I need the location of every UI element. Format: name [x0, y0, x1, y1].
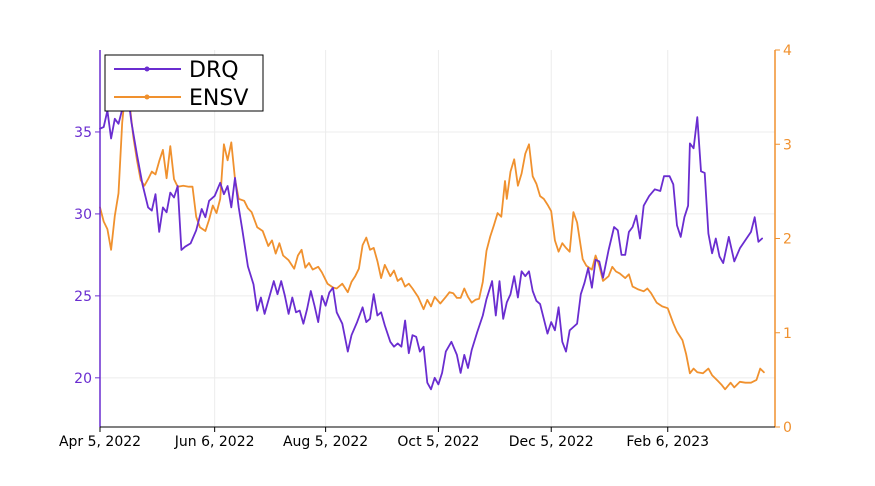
legend-label-drq: DRQ	[189, 58, 239, 83]
x-tick-label: Oct 5, 2022	[397, 434, 479, 450]
series-layer	[99, 84, 765, 391]
legend-marker-drq	[144, 66, 150, 72]
legend-label-ensv: ENSV	[189, 86, 248, 111]
x-tick-label: Apr 5, 2022	[59, 434, 141, 450]
y-right-tick-label: 1	[783, 326, 792, 342]
x-tick-label: Dec 5, 2022	[509, 434, 594, 450]
y-left-tick-label: 30	[74, 207, 92, 223]
y-left-tick-label: 25	[74, 289, 92, 305]
x-tick-label: Feb 6, 2023	[626, 434, 709, 450]
y-right-tick-label: 3	[783, 137, 792, 153]
series-line-drq	[99, 91, 763, 391]
x-tick-label: Aug 5, 2022	[283, 434, 368, 450]
y-right-tick-label: 2	[783, 232, 792, 248]
y-left-tick-label: 35	[74, 125, 92, 141]
y-right-tick-label: 0	[783, 420, 792, 436]
x-tick-label: Jun 6, 2022	[174, 434, 255, 450]
y-left-tick-label: 20	[74, 371, 92, 387]
series-line-ensv	[99, 84, 765, 391]
legend-marker-ensv	[144, 94, 150, 100]
grid-layer	[99, 50, 775, 427]
axes-layer: Apr 5, 2022 Jun 6, 2022 Aug 5, 2022 Oct 5, …	[59, 43, 792, 450]
legend-box	[104, 54, 264, 112]
legend: DRQ ENSV	[104, 54, 264, 112]
y-right-tick-label: 4	[783, 43, 792, 59]
